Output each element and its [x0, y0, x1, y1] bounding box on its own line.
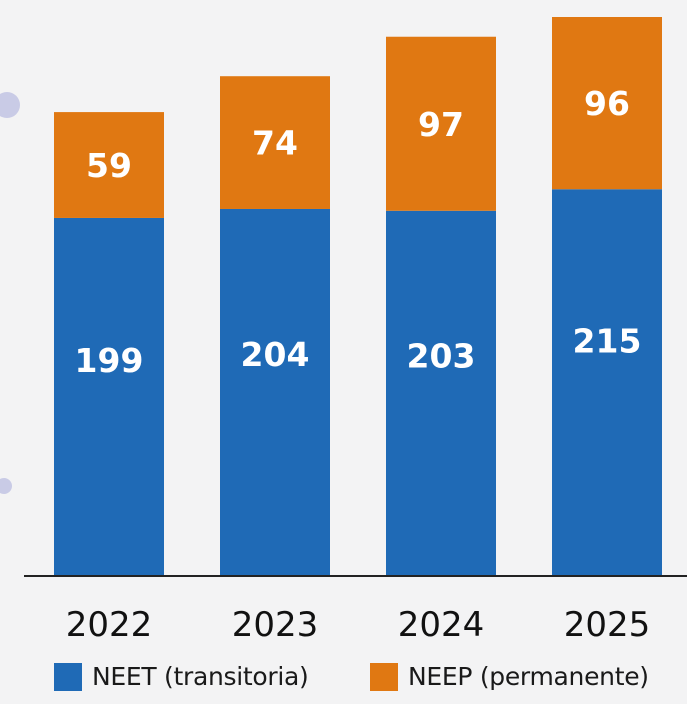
bar-neep-2025 — [552, 17, 662, 190]
decorative-dot-top — [0, 92, 20, 118]
data-label-neep-2024: 97 — [418, 105, 464, 144]
bar-neep-2023 — [220, 76, 330, 209]
legend-swatch-neep — [370, 662, 398, 691]
data-label-neet-2022: 199 — [75, 341, 144, 380]
data-label-neep-2025: 96 — [584, 84, 630, 123]
bar-neet-2023 — [220, 208, 330, 575]
data-label-neep-2023: 74 — [252, 124, 298, 163]
legend-item-neet: NEET (transitoria) — [54, 662, 309, 691]
data-label-neep-2022: 59 — [86, 146, 132, 185]
data-label-neet-2023: 204 — [241, 335, 310, 374]
bar-neep-2022 — [54, 112, 164, 218]
bar-neep-2024 — [386, 36, 496, 211]
bar-neet-2024 — [386, 210, 496, 576]
x-tick-label-2025: 2025 — [564, 605, 651, 645]
x-tick-label-2023: 2023 — [232, 605, 319, 645]
data-label-neet-2024: 203 — [407, 336, 476, 375]
decorative-dot-bottom — [0, 478, 12, 494]
bar-neet-2025 — [552, 189, 662, 575]
legend-swatch-neet — [54, 662, 82, 691]
data-label-neet-2025: 215 — [573, 322, 642, 361]
x-tick-label-2024: 2024 — [398, 605, 485, 645]
x-tick-label-2022: 2022 — [66, 605, 153, 645]
legend-item-neep: NEEP (permanente) — [370, 662, 649, 691]
bar-neet-2022 — [54, 217, 164, 575]
legend-label-neet: NEET (transitoria) — [92, 662, 309, 691]
legend-label-neep: NEEP (permanente) — [408, 662, 649, 691]
